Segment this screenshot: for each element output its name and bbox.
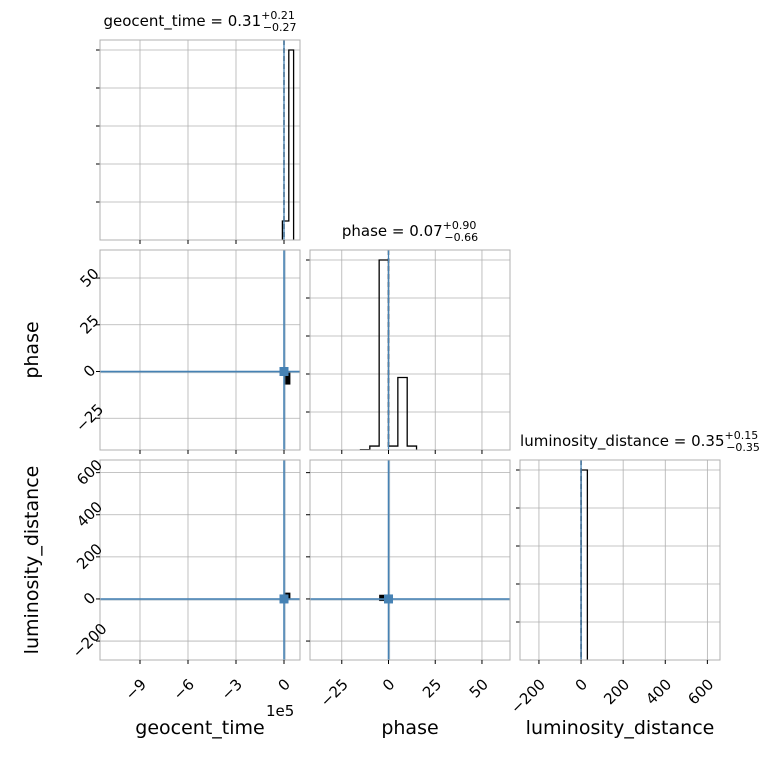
y-axis-label-phase: phase bbox=[21, 321, 43, 378]
x-axis-label-phase: phase bbox=[381, 717, 438, 739]
x-tick-label: 600 bbox=[684, 675, 717, 708]
x-tick-label: 50 bbox=[466, 675, 492, 701]
x-tick-label: 200 bbox=[600, 675, 633, 708]
scatter-panel-geocent_time-phase bbox=[100, 250, 300, 450]
data-layer bbox=[100, 40, 589, 660]
truth-marker bbox=[279, 594, 289, 604]
x-tick-label: 0 bbox=[275, 675, 294, 694]
y-tick-label: 50 bbox=[77, 265, 103, 291]
x-tick-label: −25 bbox=[317, 675, 352, 710]
diag-panel-luminosity_distance bbox=[580, 460, 589, 660]
x-tick-label: −3 bbox=[218, 675, 246, 703]
y-axis-label-luminosity_distance: luminosity_distance bbox=[21, 466, 43, 655]
panel-frame bbox=[99, 249, 301, 451]
title-lower: −0.66 bbox=[444, 231, 478, 244]
x-tick-label: −200 bbox=[507, 675, 549, 717]
density-block bbox=[284, 371, 291, 385]
panel-frame bbox=[309, 459, 511, 661]
panel-frame bbox=[99, 39, 301, 241]
y-tick-label: 600 bbox=[73, 456, 106, 489]
offset-label: 1e5 bbox=[266, 702, 294, 720]
panel-title-luminosity_distance: luminosity_distance = 0.35+0.15 −0.35 bbox=[520, 429, 760, 454]
title-upper: +0.15 bbox=[725, 429, 759, 442]
x-axis-label-geocent_time: geocent_time bbox=[135, 717, 264, 739]
title-main: geocent_time = 0.31 bbox=[103, 12, 261, 31]
diag-panel-geocent_time bbox=[281, 40, 295, 240]
title-upper: +0.90 bbox=[443, 219, 477, 232]
panel-title-phase: phase = 0.07+0.90 −0.66 bbox=[342, 219, 478, 244]
y-tick-label: 200 bbox=[73, 540, 106, 573]
title-upper: +0.21 bbox=[261, 9, 295, 22]
truth-marker bbox=[384, 594, 394, 604]
panel-title-geocent_time: geocent_time = 0.31+0.21 −0.27 bbox=[103, 9, 296, 34]
truth-marker bbox=[279, 366, 289, 376]
x-tick-label: 25 bbox=[419, 675, 445, 701]
scatter-panel-phase-luminosity_distance bbox=[310, 460, 510, 660]
x-axis-label-luminosity_distance: luminosity_distance bbox=[526, 717, 715, 739]
x-tick-label: 400 bbox=[642, 675, 675, 708]
panel-frame bbox=[519, 459, 721, 661]
grid-layer bbox=[100, 40, 720, 660]
x-tick-label: 0 bbox=[379, 675, 398, 694]
x-tick-label: −9 bbox=[122, 675, 150, 703]
histogram-geocent_time bbox=[281, 49, 295, 240]
y-tick-label: −25 bbox=[72, 400, 107, 435]
x-tick-label: −6 bbox=[170, 675, 198, 703]
title-main: phase = 0.07 bbox=[342, 222, 443, 240]
density-block bbox=[379, 594, 389, 602]
x-tick-label: 0 bbox=[572, 675, 591, 694]
scatter-panel-geocent_time-luminosity_distance bbox=[100, 460, 300, 660]
title-main: luminosity_distance = 0.35 bbox=[520, 432, 724, 451]
diag-panel-phase bbox=[359, 250, 418, 450]
title-lower: −0.27 bbox=[263, 21, 297, 34]
title-lower: −0.35 bbox=[726, 441, 760, 454]
histogram-luminosity_distance bbox=[580, 469, 589, 660]
panel-frame bbox=[99, 459, 301, 661]
y-tick-label: 25 bbox=[77, 311, 103, 337]
frame-layer bbox=[96, 39, 721, 664]
y-tick-label: 400 bbox=[73, 498, 106, 531]
panel-frame bbox=[309, 249, 511, 451]
